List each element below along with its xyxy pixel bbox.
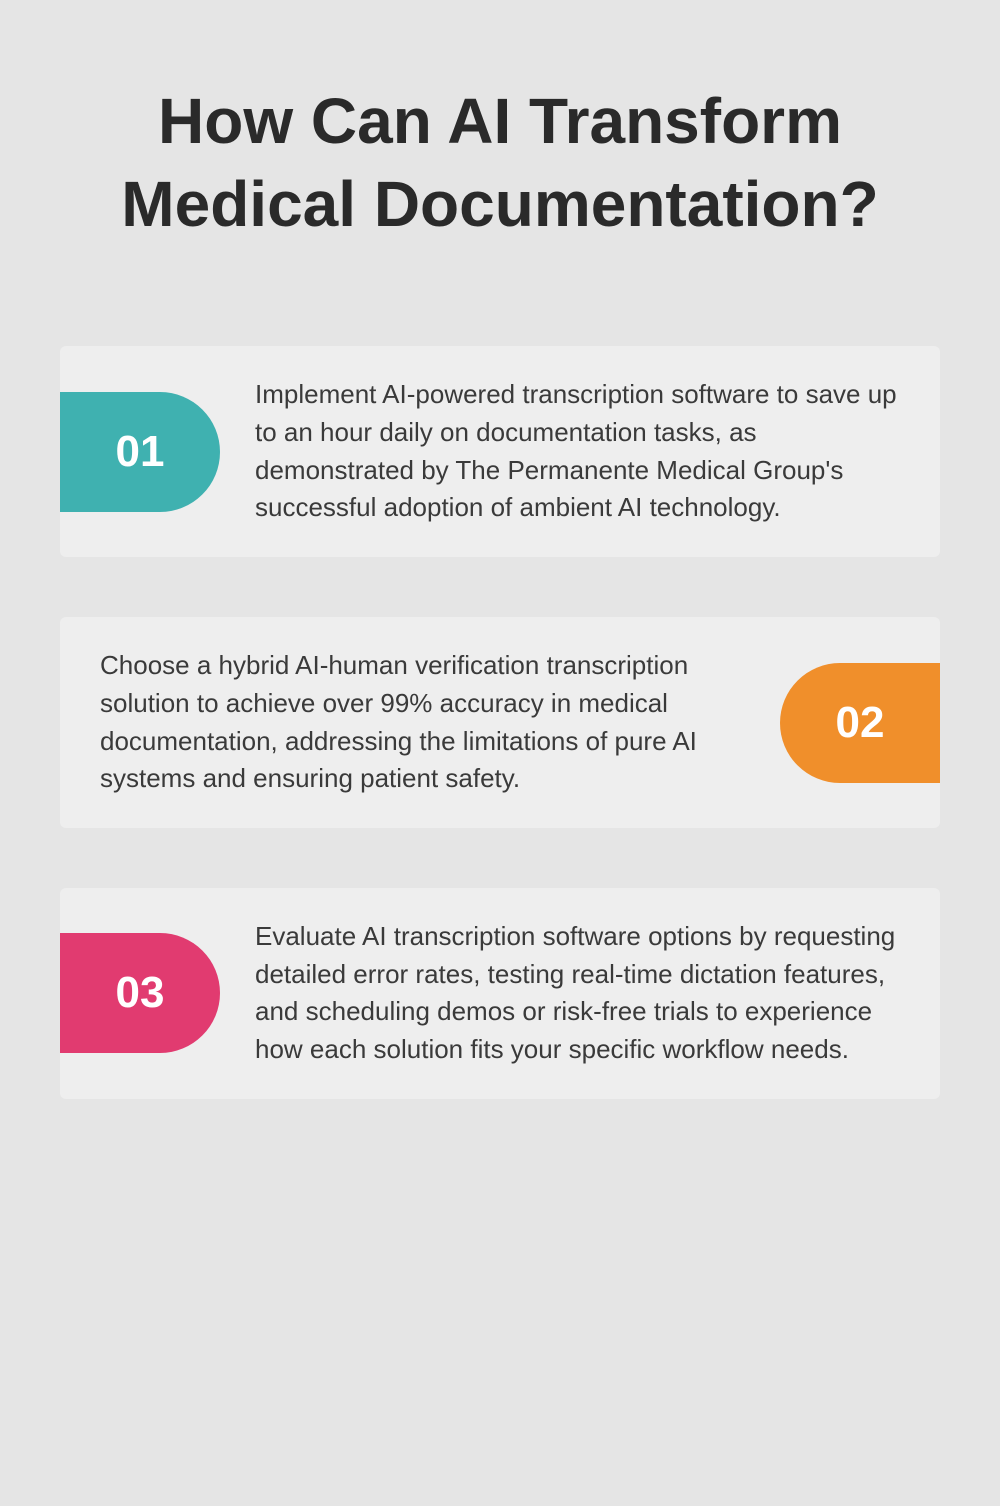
number-badge: 03 [60, 933, 220, 1053]
badge-number: 01 [116, 427, 165, 477]
page-title: How Can AI Transform Medical Documentati… [60, 80, 940, 246]
card-body-text: Implement AI-powered transcription softw… [255, 376, 900, 527]
badge-container: 01 [60, 392, 220, 512]
card-item: 01 Implement AI-powered transcription so… [60, 346, 940, 557]
badge-number: 03 [116, 968, 165, 1018]
card-list: 01 Implement AI-powered transcription so… [60, 346, 940, 1098]
number-badge: 02 [780, 663, 940, 783]
card-item: Choose a hybrid AI-human verification tr… [60, 617, 940, 828]
card-item: 03 Evaluate AI transcription software op… [60, 888, 940, 1099]
card-body-text: Evaluate AI transcription software optio… [255, 918, 900, 1069]
badge-container: 02 [780, 663, 940, 783]
card-body-text: Choose a hybrid AI-human verification tr… [100, 647, 745, 798]
badge-container: 03 [60, 933, 220, 1053]
number-badge: 01 [60, 392, 220, 512]
badge-number: 02 [836, 698, 885, 748]
